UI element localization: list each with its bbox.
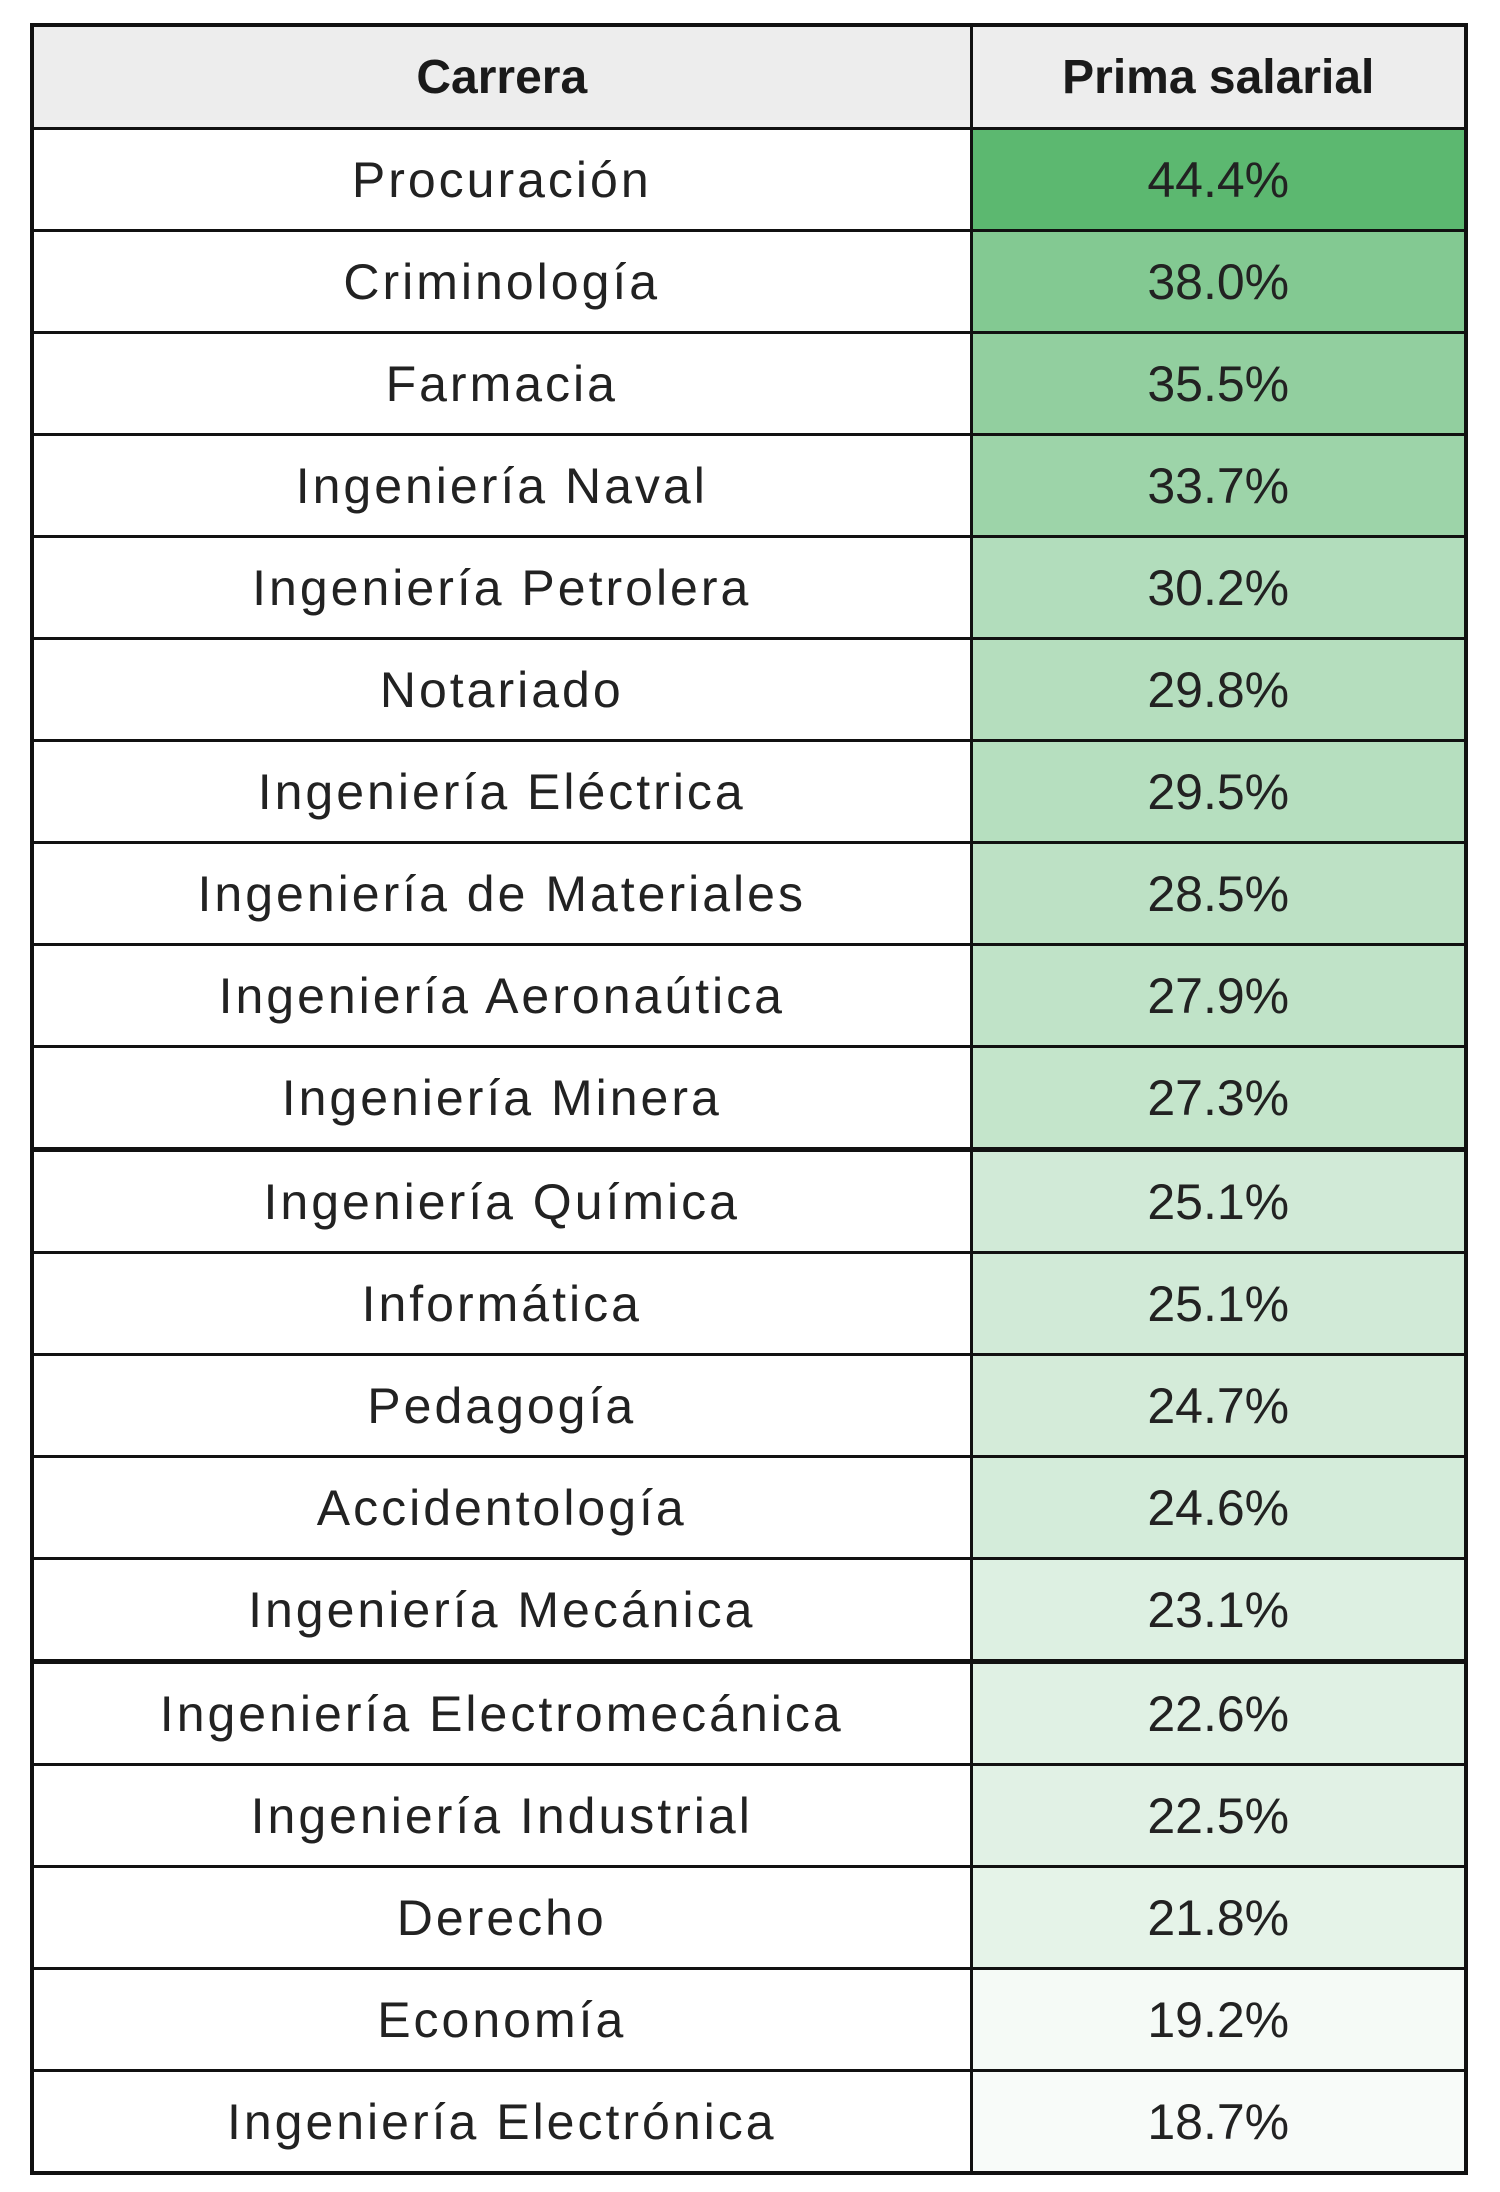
table-row: Farmacia 35.5%	[30, 331, 1468, 436]
career-cell: Ingeniería Minera	[30, 1045, 973, 1152]
table-row: Ingeniería Industrial 22.5%	[30, 1763, 1468, 1868]
premium-cell: 18.7%	[969, 2069, 1468, 2175]
premium-cell: 19.2%	[969, 1967, 1468, 2072]
premium-cell: 25.1%	[969, 1148, 1468, 1254]
career-cell: Ingeniería Electrónica	[30, 2069, 973, 2175]
premium-cell: 30.2%	[969, 535, 1468, 640]
premium-cell: 27.3%	[969, 1045, 1468, 1152]
premium-cell: 27.9%	[969, 943, 1468, 1048]
premium-cell: 33.7%	[969, 433, 1468, 538]
career-cell: Pedagogía	[30, 1353, 973, 1458]
header-career: Carrera	[30, 23, 973, 130]
premium-cell: 22.5%	[969, 1763, 1468, 1868]
table-row: Ingeniería Petrolera 30.2%	[30, 535, 1468, 640]
premium-cell: 44.4%	[969, 127, 1468, 232]
premium-cell: 21.8%	[969, 1865, 1468, 1970]
header-premium: Prima salarial	[969, 23, 1468, 130]
table-row: Economía 19.2%	[30, 1967, 1468, 2072]
table-row: Ingeniería Electrónica 18.7%	[30, 2069, 1468, 2175]
premium-cell: 24.7%	[969, 1353, 1468, 1458]
career-cell: Ingeniería Naval	[30, 433, 973, 538]
table-row: Ingeniería de Materiales 28.5%	[30, 841, 1468, 946]
career-cell: Ingeniería Industrial	[30, 1763, 973, 1868]
career-cell: Informática	[30, 1251, 973, 1356]
table-row: Ingeniería Mecánica 23.1%	[30, 1557, 1468, 1664]
table-row: Informática 25.1%	[30, 1251, 1468, 1356]
career-cell: Ingeniería Mecánica	[30, 1557, 973, 1664]
table-row: Criminología 38.0%	[30, 229, 1468, 334]
table-row: Ingeniería Naval 33.7%	[30, 433, 1468, 538]
table-row: Ingeniería Electromecánica 22.6%	[30, 1660, 1468, 1766]
career-cell: Procuración	[30, 127, 973, 232]
premium-cell: 28.5%	[969, 841, 1468, 946]
career-cell: Criminología	[30, 229, 973, 334]
premium-cell: 38.0%	[969, 229, 1468, 334]
header-row: Carrera Prima salarial	[30, 23, 1468, 130]
premium-cell: 29.5%	[969, 739, 1468, 844]
table-row: Notariado 29.8%	[30, 637, 1468, 742]
career-cell: Farmacia	[30, 331, 973, 436]
premium-cell: 24.6%	[969, 1455, 1468, 1560]
table-body: Procuración 44.4% Criminología 38.0% Farmaci…	[30, 127, 1468, 2175]
table-row: Ingeniería Aeronaútica 27.9%	[30, 943, 1468, 1048]
career-cell: Ingeniería Petrolera	[30, 535, 973, 640]
table-row: Procuración 44.4%	[30, 127, 1468, 232]
career-cell: Ingeniería Aeronaútica	[30, 943, 973, 1048]
table-row: Ingeniería Eléctrica 29.5%	[30, 739, 1468, 844]
premium-cell: 25.1%	[969, 1251, 1468, 1356]
table-row: Derecho 21.8%	[30, 1865, 1468, 1970]
table-row: Ingeniería Química 25.1%	[30, 1148, 1468, 1254]
career-cell: Economía	[30, 1967, 973, 2072]
career-cell: Ingeniería Electromecánica	[30, 1660, 973, 1766]
career-cell: Derecho	[30, 1865, 973, 1970]
premium-cell: 35.5%	[969, 331, 1468, 436]
career-cell: Notariado	[30, 637, 973, 742]
premium-cell: 23.1%	[969, 1557, 1468, 1664]
career-cell: Ingeniería Química	[30, 1148, 973, 1254]
premium-cell: 22.6%	[969, 1660, 1468, 1766]
salary-premium-table: Carrera Prima salarial Procuración 44.4% C…	[30, 23, 1468, 2175]
career-cell: Ingeniería Eléctrica	[30, 739, 973, 844]
career-cell: Ingeniería de Materiales	[30, 841, 973, 946]
premium-cell: 29.8%	[969, 637, 1468, 742]
table-row: Ingeniería Minera 27.3%	[30, 1045, 1468, 1152]
career-cell: Accidentología	[30, 1455, 973, 1560]
table-row: Accidentología 24.6%	[30, 1455, 1468, 1560]
table-row: Pedagogía 24.7%	[30, 1353, 1468, 1458]
